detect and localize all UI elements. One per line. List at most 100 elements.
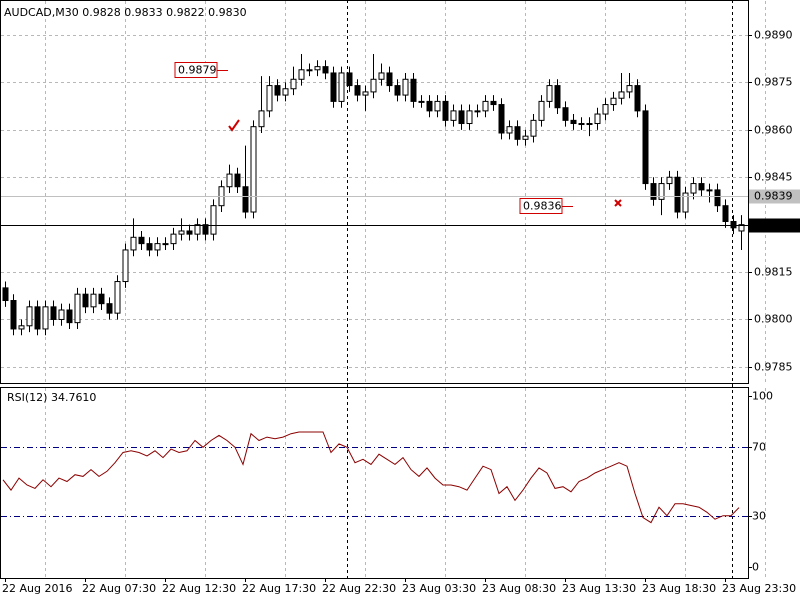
- candle-body: [626, 85, 633, 93]
- candle-body: [82, 293, 89, 308]
- candle-body: [698, 183, 705, 191]
- candle-body: [498, 104, 505, 134]
- x-tick-label: 23 Aug 03:30: [402, 582, 476, 595]
- candle-body: [266, 85, 273, 112]
- candle-body: [138, 236, 145, 245]
- candle-body: [458, 110, 465, 125]
- candle-body: [242, 186, 249, 213]
- candle-body: [546, 85, 553, 102]
- candle-body: [706, 189, 713, 192]
- candle-body: [730, 220, 737, 229]
- x-tick-label: 23 Aug 23:30: [722, 582, 796, 595]
- candle-body: [722, 205, 729, 222]
- price-label: 0.9830: [754, 219, 793, 232]
- candle-body: [258, 110, 265, 128]
- candle-body: [362, 91, 369, 96]
- candle-body: [386, 72, 393, 87]
- x-tick-label: 23 Aug 08:30: [482, 582, 556, 595]
- y-tick-label: 0.9860: [754, 124, 793, 137]
- annotation-label: 0.9836: [523, 200, 562, 213]
- candle-body: [146, 243, 153, 251]
- candle-body: [586, 123, 593, 126]
- candle-body: [178, 230, 185, 235]
- x-tick-label: 23 Aug 18:30: [642, 582, 716, 595]
- candle-body: [162, 243, 169, 246]
- candle-body: [482, 100, 489, 112]
- candle-body: [274, 85, 281, 96]
- candle-body: [554, 85, 561, 109]
- candle-body: [338, 72, 345, 102]
- price-label-box: [749, 218, 800, 233]
- x-tick-label: 22 Aug 2016: [2, 582, 72, 595]
- candle-body: [170, 233, 177, 245]
- candle-body: [250, 126, 257, 213]
- check-icon: [228, 119, 240, 132]
- y-tick-label: 0.9815: [754, 266, 793, 279]
- candle-body: [2, 287, 9, 302]
- candle-body: [594, 113, 601, 125]
- candle-body: [602, 104, 609, 115]
- x-tick-label: 22 Aug 17:30: [242, 582, 316, 595]
- candle-body: [514, 126, 521, 140]
- candle-body: [314, 66, 321, 71]
- candle-body: [658, 183, 665, 200]
- candle-body: [578, 123, 585, 126]
- candle-body: [306, 69, 313, 72]
- candle-body: [122, 249, 129, 283]
- grid-layer: [1, 1, 766, 578]
- candle-body: [394, 85, 401, 96]
- candle-body: [442, 100, 449, 121]
- candle-body: [666, 176, 673, 185]
- candle-body: [106, 303, 113, 314]
- rsi-line: [2, 431, 740, 524]
- candle-body: [58, 309, 65, 320]
- candle-body: [610, 97, 617, 106]
- y-tick-label: 70: [752, 441, 766, 454]
- price-label: 0.9839: [754, 190, 793, 203]
- candle-body: [490, 100, 497, 106]
- main-panel: [0, 0, 749, 384]
- x-tick-label: 22 Aug 22:30: [322, 582, 396, 595]
- candle-body: [42, 306, 49, 330]
- cross-icon: [614, 199, 622, 207]
- candle-body: [650, 183, 657, 200]
- candle-body: [426, 100, 433, 112]
- price-label-box: [749, 189, 800, 204]
- x-tick-label: 22 Aug 07:30: [82, 582, 156, 595]
- candle-body: [210, 205, 217, 235]
- candle-body: [26, 306, 33, 327]
- chart-title: AUDCAD,M30 0.9828 0.9833 0.9822 0.9830: [4, 6, 247, 19]
- candle-body: [154, 243, 161, 251]
- candle-body: [226, 173, 233, 188]
- y-tick-label: 0.9845: [754, 171, 793, 184]
- candle-body: [418, 100, 425, 103]
- candle-body: [370, 78, 377, 93]
- candle-body: [402, 78, 409, 96]
- candle-body: [18, 325, 25, 330]
- marks: 0.9890 0.9875 0.9860 0.9845 0.9815 0.9800 0.97…: [1, 29, 800, 595]
- candle-body: [538, 100, 545, 121]
- candle-body: [114, 281, 121, 314]
- candle-body: [50, 306, 57, 320]
- candle-body: [10, 300, 17, 330]
- candle-body: [466, 110, 473, 125]
- candle-body: [186, 230, 193, 235]
- y-tick-label: 0: [752, 561, 759, 574]
- candle-body: [506, 126, 513, 134]
- candle-body: [450, 110, 457, 121]
- rsi-title: RSI(12) 34.7610: [7, 391, 96, 404]
- y-tick-label: 0.9785: [754, 361, 793, 374]
- candle-body: [74, 293, 81, 324]
- candle-body: [194, 224, 201, 235]
- annotation-label: 0.9879: [178, 64, 217, 77]
- candle-body: [562, 107, 569, 121]
- candle-body: [634, 85, 641, 112]
- y-tick-label: 100: [752, 390, 773, 403]
- candle-body: [682, 192, 689, 213]
- candle-body: [642, 110, 649, 185]
- candle-body: [434, 100, 441, 112]
- candle-body: [330, 72, 337, 102]
- candle-body: [66, 309, 73, 324]
- candle-body: [290, 78, 297, 90]
